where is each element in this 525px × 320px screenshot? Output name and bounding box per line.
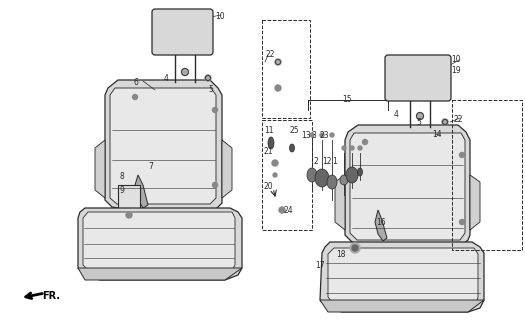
Ellipse shape	[315, 169, 329, 187]
Text: 7: 7	[148, 162, 153, 171]
Text: 10: 10	[451, 55, 460, 64]
Text: 15: 15	[342, 95, 352, 104]
Circle shape	[205, 75, 211, 81]
Polygon shape	[328, 248, 478, 310]
Text: 24: 24	[283, 206, 292, 215]
Circle shape	[342, 146, 346, 150]
Circle shape	[275, 59, 281, 65]
Text: FR.: FR.	[42, 291, 60, 301]
Text: 10: 10	[215, 12, 225, 21]
Circle shape	[213, 182, 217, 188]
Circle shape	[442, 119, 448, 125]
Polygon shape	[375, 210, 387, 241]
Text: 20: 20	[264, 182, 274, 191]
Circle shape	[275, 85, 281, 91]
Text: 22: 22	[454, 115, 464, 124]
Circle shape	[126, 212, 132, 218]
Text: 18: 18	[336, 250, 345, 259]
Circle shape	[273, 173, 277, 177]
Polygon shape	[135, 175, 148, 208]
Text: 17: 17	[315, 261, 324, 270]
Bar	[262, 120, 312, 230]
Text: 5: 5	[416, 118, 421, 127]
Polygon shape	[320, 300, 484, 312]
Text: 9: 9	[119, 186, 124, 195]
Ellipse shape	[182, 68, 188, 76]
Polygon shape	[118, 185, 140, 215]
Text: 14: 14	[432, 130, 442, 139]
Text: 11: 11	[264, 126, 274, 135]
Circle shape	[272, 160, 278, 166]
Polygon shape	[78, 268, 242, 280]
Text: 22: 22	[265, 50, 275, 59]
Text: 6: 6	[133, 78, 138, 87]
Circle shape	[459, 220, 465, 225]
Bar	[452, 100, 522, 250]
Ellipse shape	[346, 167, 358, 183]
Polygon shape	[345, 125, 470, 245]
Text: 8: 8	[119, 172, 124, 181]
Polygon shape	[105, 80, 222, 210]
Polygon shape	[110, 88, 216, 204]
Circle shape	[416, 113, 424, 119]
Text: 4: 4	[394, 110, 399, 119]
Circle shape	[132, 94, 138, 100]
Polygon shape	[222, 140, 232, 198]
Text: 3: 3	[311, 131, 316, 140]
Circle shape	[459, 153, 465, 157]
Circle shape	[352, 245, 358, 251]
Text: 12: 12	[322, 157, 331, 166]
Text: 16: 16	[376, 218, 386, 227]
Ellipse shape	[358, 168, 362, 176]
Polygon shape	[320, 242, 484, 312]
Ellipse shape	[340, 175, 348, 185]
Polygon shape	[470, 175, 480, 230]
Polygon shape	[335, 175, 345, 230]
Text: 5: 5	[208, 85, 213, 94]
Circle shape	[213, 108, 217, 113]
Text: 19: 19	[451, 66, 460, 75]
Circle shape	[330, 133, 334, 137]
Text: 21: 21	[264, 147, 274, 156]
Circle shape	[279, 207, 285, 213]
Circle shape	[350, 146, 354, 150]
Bar	[262, 20, 310, 118]
Text: 2: 2	[313, 157, 318, 166]
FancyBboxPatch shape	[152, 9, 213, 55]
Ellipse shape	[416, 113, 424, 119]
Circle shape	[310, 133, 314, 137]
Text: 4: 4	[164, 74, 169, 83]
Circle shape	[362, 140, 368, 145]
Text: 25: 25	[289, 126, 299, 135]
Polygon shape	[78, 208, 242, 280]
Circle shape	[320, 133, 324, 137]
Ellipse shape	[268, 137, 274, 149]
Circle shape	[358, 146, 362, 150]
Text: 23: 23	[319, 131, 329, 140]
Ellipse shape	[327, 175, 337, 189]
Text: 1: 1	[332, 157, 337, 166]
Ellipse shape	[205, 76, 211, 81]
Ellipse shape	[289, 144, 295, 152]
Circle shape	[182, 68, 188, 76]
Ellipse shape	[276, 60, 280, 65]
Polygon shape	[83, 212, 235, 276]
Ellipse shape	[307, 168, 317, 182]
Ellipse shape	[443, 119, 447, 124]
Text: 13: 13	[301, 131, 311, 140]
Polygon shape	[95, 140, 105, 198]
FancyBboxPatch shape	[385, 55, 451, 101]
Circle shape	[350, 243, 360, 253]
Polygon shape	[350, 133, 465, 240]
